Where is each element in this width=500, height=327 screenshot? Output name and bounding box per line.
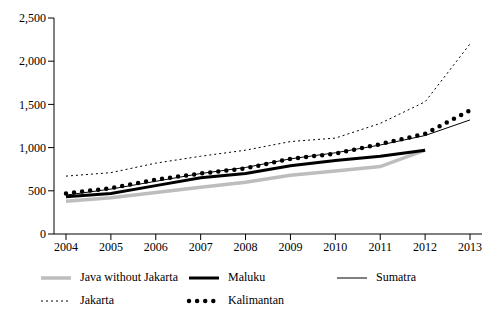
svg-text:2007: 2007 bbox=[189, 240, 213, 254]
html-text:Java without Jakarta: Java without Jakarta bbox=[80, 270, 178, 284]
svg-text:2008: 2008 bbox=[234, 240, 258, 254]
html-text:Maluku: Maluku bbox=[228, 270, 266, 284]
svg-text:500: 500 bbox=[28, 184, 46, 198]
svg-text:2004: 2004 bbox=[54, 240, 78, 254]
svg-text:1,000: 1,000 bbox=[19, 141, 46, 155]
html-text:Jakarta: Jakarta bbox=[80, 293, 114, 307]
html-text:Sumatra: Sumatra bbox=[376, 270, 416, 284]
svg-text:1,500: 1,500 bbox=[19, 98, 46, 112]
svg-text:2,500: 2,500 bbox=[19, 11, 46, 25]
svg-text:2,000: 2,000 bbox=[19, 54, 46, 68]
svg-text:2012: 2012 bbox=[413, 240, 437, 254]
svg-text:2005: 2005 bbox=[99, 240, 123, 254]
html-text:Kalimantan: Kalimantan bbox=[228, 293, 284, 307]
svg-text:2010: 2010 bbox=[323, 240, 347, 254]
svg-text:2006: 2006 bbox=[144, 240, 168, 254]
svg-text:0: 0 bbox=[40, 227, 46, 241]
svg-text:2013: 2013 bbox=[458, 240, 482, 254]
svg-text:2009: 2009 bbox=[278, 240, 302, 254]
svg-text:2011: 2011 bbox=[368, 240, 392, 254]
